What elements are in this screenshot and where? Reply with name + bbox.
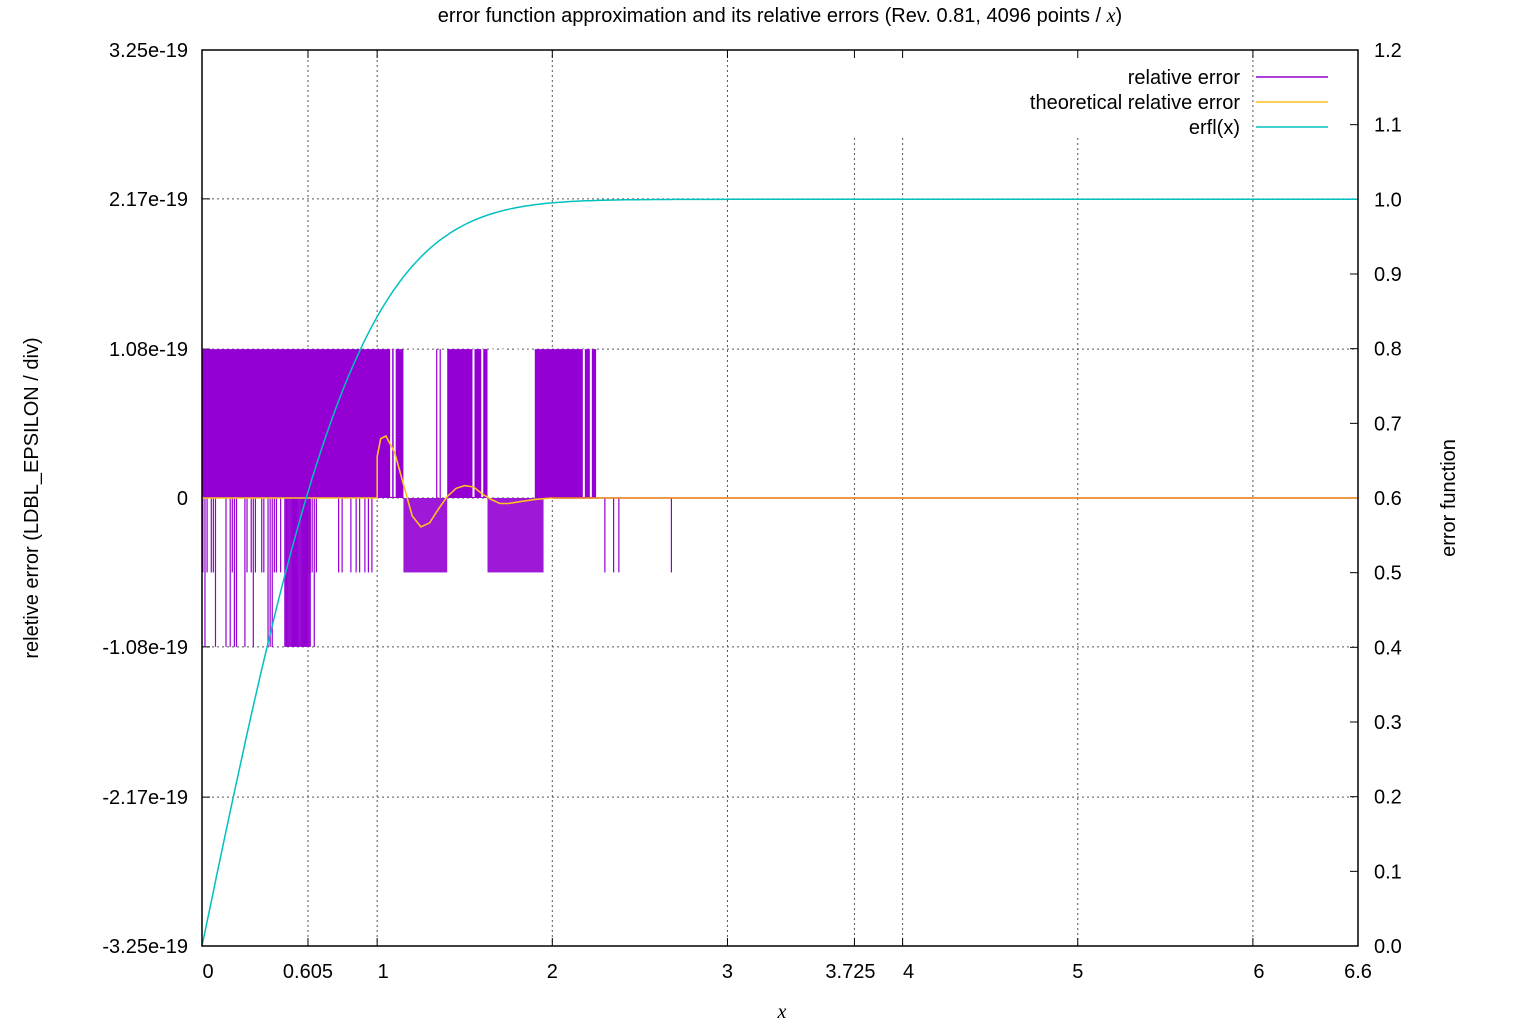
y-right-axis-label: error function	[1438, 439, 1460, 557]
relative-error-dense-band	[447, 349, 488, 498]
x-axis-label: x	[777, 1001, 787, 1023]
y-right-tick-label: 1.1	[1374, 115, 1402, 137]
y-right-tick-label: 0.4	[1374, 637, 1402, 659]
y-right-tick-label: 1.2	[1374, 40, 1402, 62]
y-right-tick-label: 0.6	[1374, 488, 1402, 510]
y-left-tick-label: -1.08e-19	[102, 637, 188, 659]
series-theoretical-relative-error	[202, 434, 1358, 528]
chart-title: error function approximation and its rel…	[438, 5, 1122, 27]
x-tick-label: 5	[1072, 961, 1083, 983]
legend-label: relative error	[1128, 67, 1241, 89]
x-tick-label: 2	[547, 961, 558, 983]
y-right-tick-label: 0.2	[1374, 787, 1402, 809]
x-tick-label: 0	[202, 961, 213, 983]
y-right-tick-label: 0.9	[1374, 264, 1402, 286]
erfl-line	[201, 198, 1358, 947]
x-axis-ticks: 0 0.605 1 2 3 3.725 4 5 6 6.6	[201, 50, 1372, 983]
y-right-tick-label: 0.0	[1374, 936, 1402, 958]
relative-error-dense-band	[534, 349, 597, 498]
y-right-tick-label: 0.7	[1374, 413, 1402, 435]
y-left-tick-label: 1.08e-19	[109, 339, 188, 361]
y-left-tick-label: 2.17e-19	[109, 189, 188, 211]
y-right-tick-label: 0.5	[1374, 563, 1402, 585]
relative-error-dense-band	[202, 349, 404, 498]
x-tick-label: 6	[1253, 961, 1264, 983]
x-tick-label: 3.725	[825, 961, 875, 983]
series-relative-error	[202, 349, 673, 647]
x-tick-label: 0.605	[283, 961, 333, 983]
theoretical-relative-error-line	[202, 434, 1358, 528]
x-tick-label: 4	[903, 961, 914, 983]
y-left-tick-label: 0	[177, 488, 188, 510]
y-left-tick-label: -2.17e-19	[102, 787, 188, 809]
grid-lines	[202, 50, 1358, 946]
x-tick-label: 1	[378, 961, 389, 983]
plot-frame	[201, 49, 1359, 947]
y-left-axis-ticks: 3.25e-19 2.17e-19 1.08e-19 0 -1.08e-19 -2.17e…	[102, 40, 210, 958]
y-left-tick-label: -3.25e-19	[102, 936, 188, 958]
series-erfl	[201, 198, 1358, 947]
legend: relative error theoretical relative error…	[1030, 67, 1328, 139]
y-right-tick-label: 0.3	[1374, 712, 1402, 734]
y-right-tick-label: 0.1	[1374, 861, 1402, 883]
y-left-tick-label: 3.25e-19	[109, 40, 188, 62]
y-right-axis-ticks: 1.2 1.1 1.0 0.9 0.8 0.7 0.6 0.5 0.4 0.3 0.2 0.1 0.0	[1350, 40, 1402, 958]
x-tick-label: 6.6	[1344, 961, 1372, 983]
y-left-axis-label: reletive error (LDBL_EPSILON / div)	[21, 337, 43, 658]
x-tick-label: 3	[722, 961, 733, 983]
y-right-tick-label: 0.8	[1374, 339, 1402, 361]
legend-label: erfl(x)	[1189, 117, 1240, 139]
legend-label: theoretical relative error	[1030, 92, 1240, 114]
y-right-tick-label: 1.0	[1374, 189, 1402, 211]
relative-error-negative-band	[487, 498, 544, 573]
